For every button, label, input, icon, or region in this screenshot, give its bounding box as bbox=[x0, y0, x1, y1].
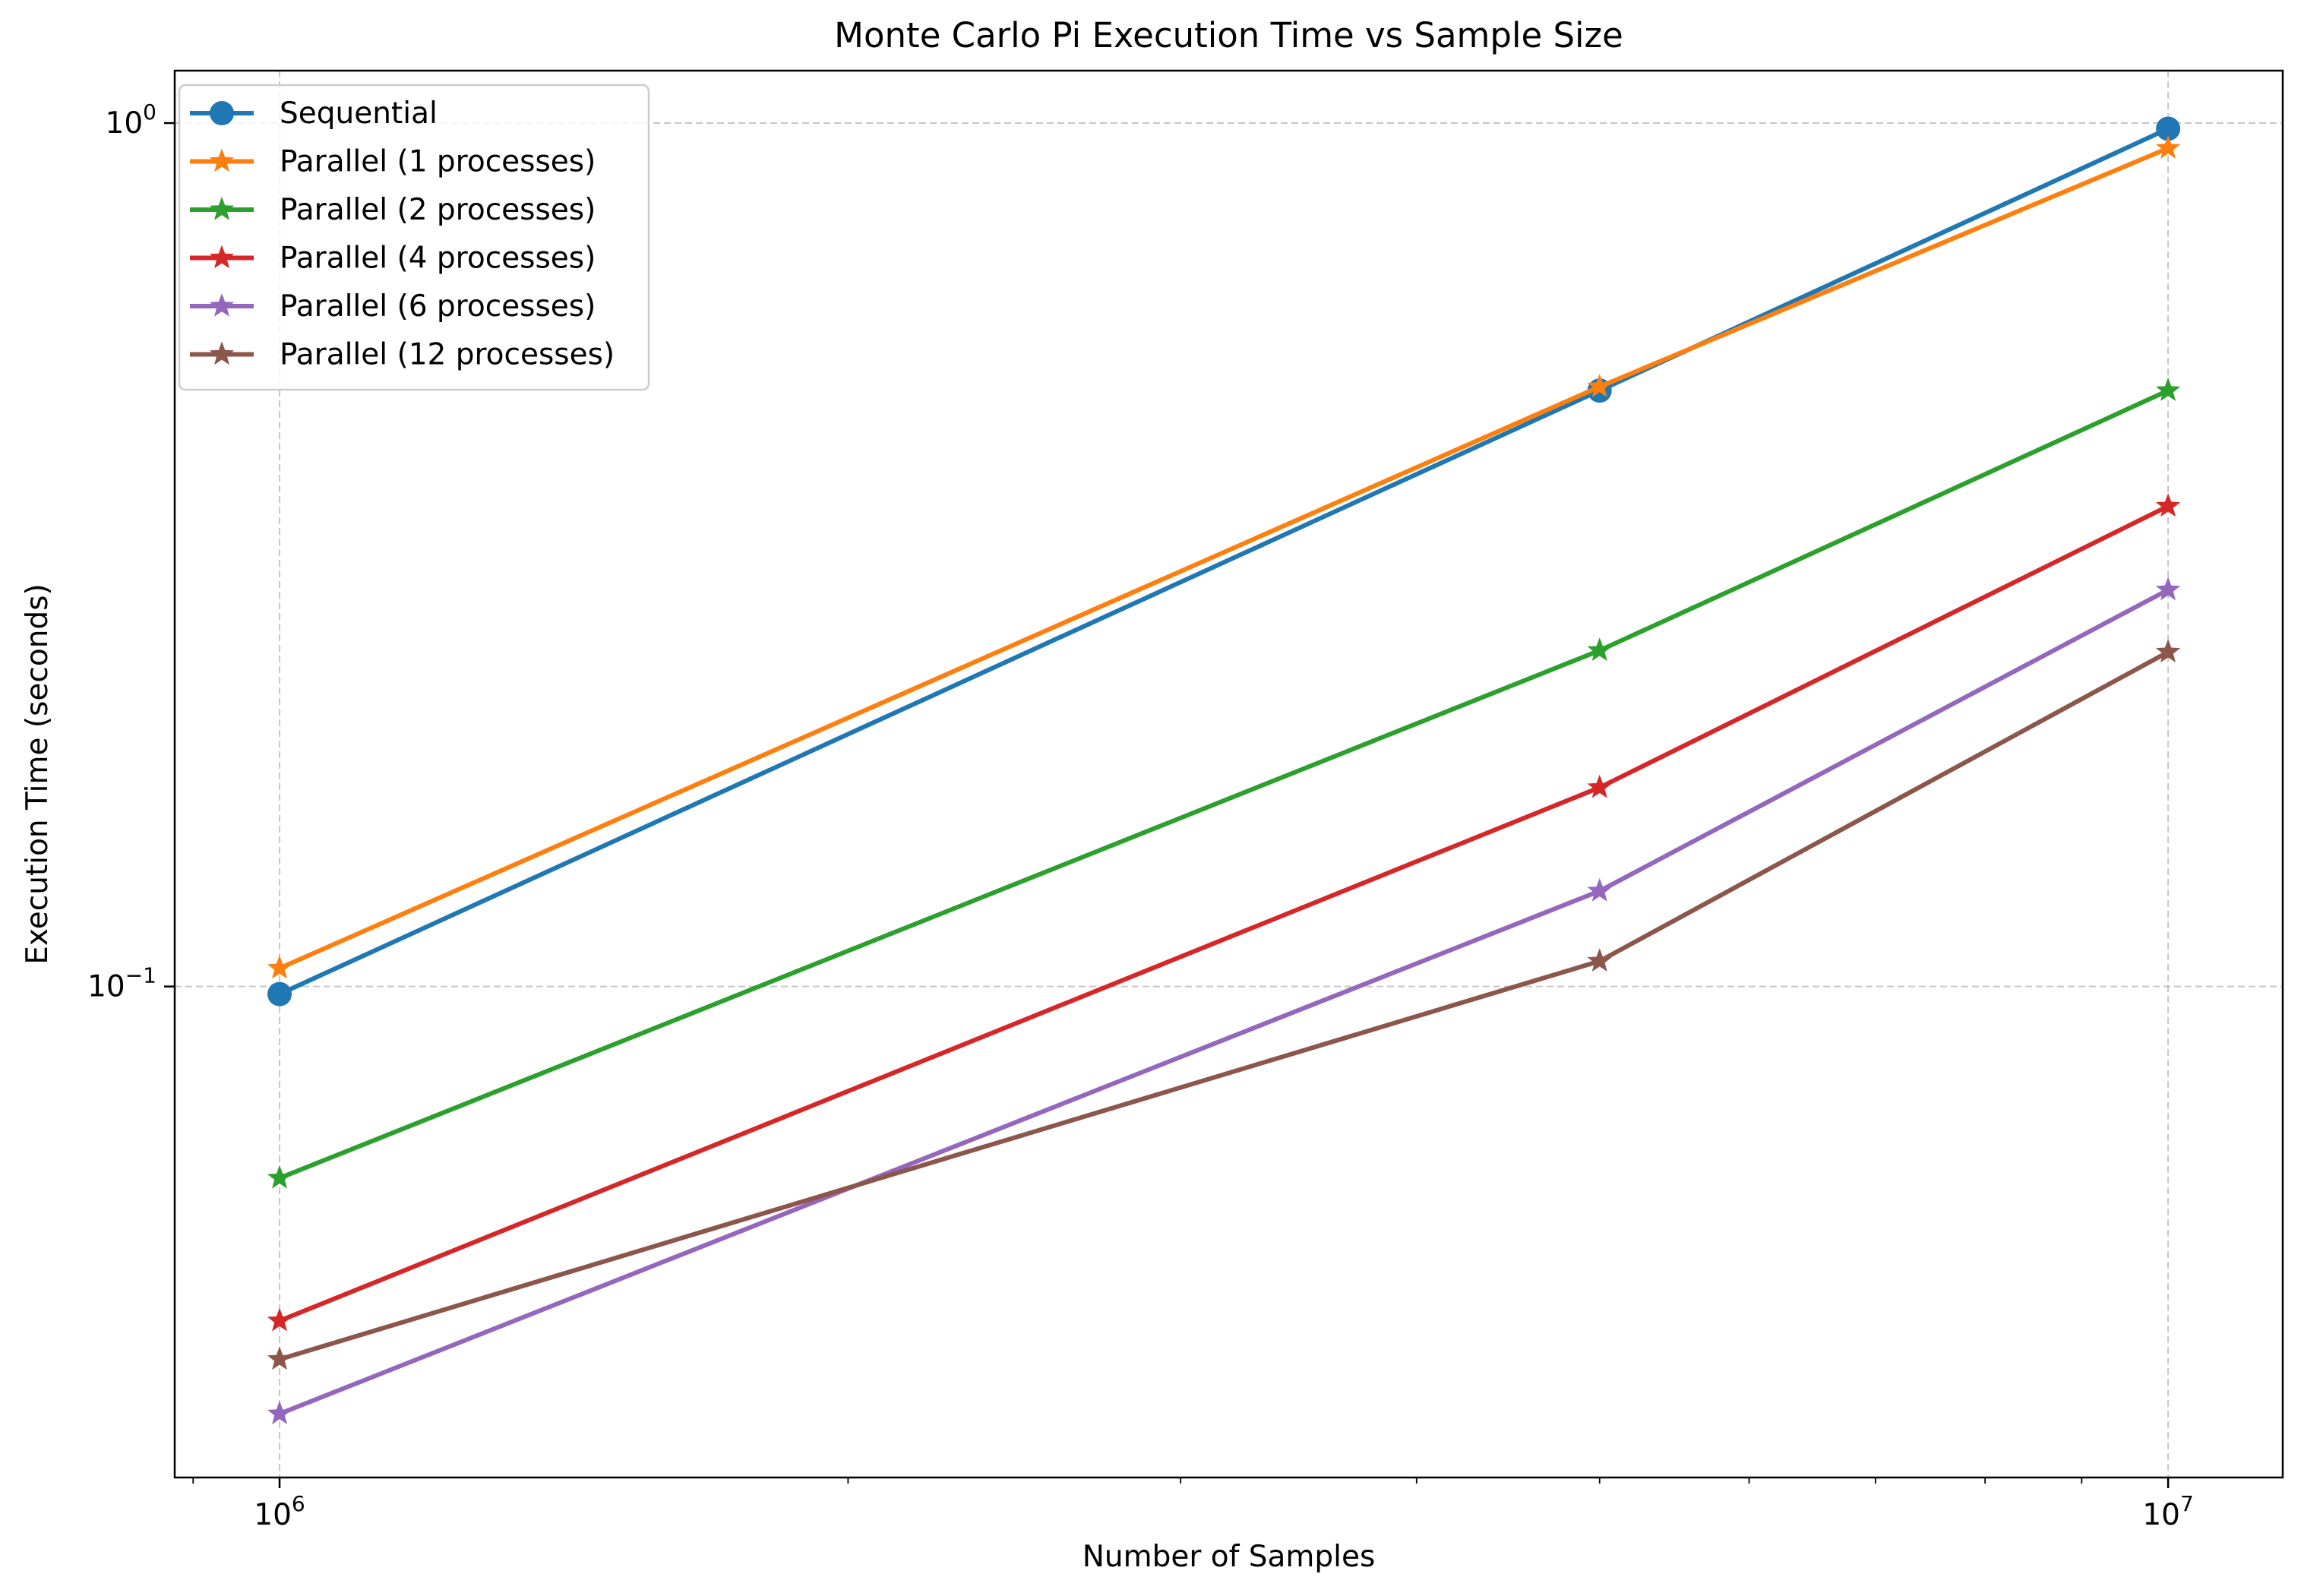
plot-frame bbox=[173, 69, 2284, 1479]
data-point bbox=[1587, 374, 1612, 397]
y-tick-label: 10−1 bbox=[87, 963, 156, 1004]
data-point bbox=[267, 1401, 292, 1424]
data-point bbox=[267, 981, 292, 1007]
y-axis-label: Execution Time (seconds) bbox=[21, 583, 55, 964]
legend-marker bbox=[209, 197, 235, 220]
series-group bbox=[267, 493, 2181, 1332]
series-group bbox=[267, 378, 2181, 1189]
series-group bbox=[267, 577, 2181, 1424]
legend-label: Parallel (2 processes) bbox=[280, 193, 596, 227]
legend-marker bbox=[209, 245, 235, 269]
series-group bbox=[267, 135, 2181, 979]
data-point bbox=[2155, 493, 2181, 517]
data-point bbox=[267, 1346, 292, 1370]
chart-title: Monte Carlo Pi Execution Time vs Sample … bbox=[834, 15, 1623, 55]
legend-label: Parallel (12 processes) bbox=[280, 338, 615, 372]
data-point bbox=[2155, 639, 2181, 663]
legend-box bbox=[178, 84, 650, 391]
axis-ticks: 106 107 10−1 100 bbox=[87, 100, 2194, 1532]
legend-label: Parallel (4 processes) bbox=[280, 242, 596, 276]
y-tick-label: 100 bbox=[106, 100, 156, 141]
legend-marker bbox=[209, 148, 235, 172]
data-point bbox=[1587, 774, 1612, 798]
legend-marker bbox=[209, 341, 235, 365]
data-point bbox=[267, 1165, 292, 1189]
legend-label: Parallel (6 processes) bbox=[280, 289, 596, 324]
legend: Sequential Parallel (1 processes) Parallel… bbox=[178, 84, 650, 391]
data-point bbox=[1587, 637, 1612, 662]
series-layer bbox=[267, 116, 2181, 1424]
x-axis-label: Number of Samples bbox=[1082, 1540, 1376, 1574]
data-point bbox=[267, 955, 292, 979]
data-point bbox=[2155, 577, 2181, 601]
legend-label: Parallel (1 processes) bbox=[280, 145, 596, 179]
data-point bbox=[2155, 378, 2181, 401]
data-point bbox=[1587, 877, 1612, 902]
x-tick-label: 107 bbox=[2142, 1491, 2193, 1532]
legend-marker bbox=[210, 101, 234, 125]
legend-label: Sequential bbox=[280, 96, 438, 131]
legend-marker bbox=[209, 293, 235, 317]
series-group bbox=[267, 639, 2181, 1370]
data-point bbox=[1587, 948, 1612, 972]
x-tick-label: 106 bbox=[254, 1491, 305, 1532]
data-point bbox=[2156, 116, 2181, 141]
data-point bbox=[267, 1307, 292, 1332]
data-point bbox=[2155, 135, 2181, 159]
